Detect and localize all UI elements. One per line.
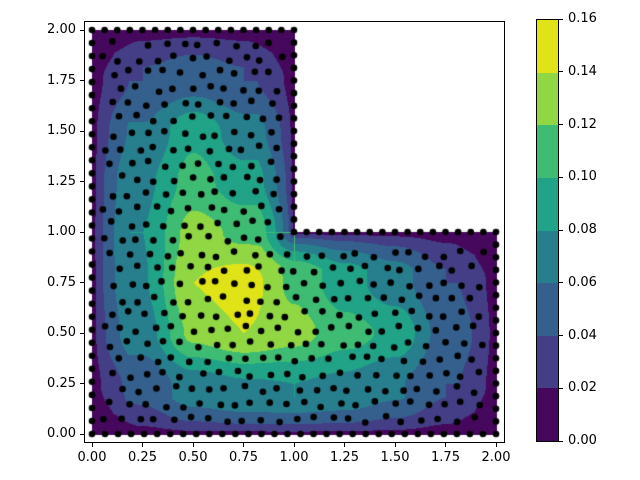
y-axis-tick-label: 0.25 [47,375,76,391]
x-tick-mark [142,443,143,447]
y-tick-mark [80,181,84,182]
y-axis-tick-label: 0.75 [47,274,76,290]
colorbar-segment [537,72,558,126]
y-axis-tick-label: 1.25 [47,173,76,189]
x-tick-mark [495,443,497,447]
colorbar-tick-label: 0.12 [568,116,597,132]
x-tick-mark [91,443,93,447]
x-axis-tick-label: 0.50 [178,450,208,465]
colorbar-tick-label: 0.16 [568,11,597,26]
y-tick-mark [80,80,84,81]
colorbar-segment [537,125,558,178]
colorbar-tick-mark [559,282,563,284]
x-tick-mark [243,443,244,447]
y-axis-tick-label: 0.50 [47,325,76,340]
y-axis-tick-label: 1.50 [47,123,76,138]
x-axis-tick-label: 1.75 [431,450,460,465]
colorbar-tick-mark [559,335,563,336]
colorbar-tick-label: 0.10 [568,169,597,185]
colorbar-tick-mark [559,387,563,389]
colorbar-tick-mark [559,71,563,73]
x-tick-mark [445,443,446,447]
colorbar-segment [537,20,558,73]
colorbar-tick-label: 0.08 [568,222,597,237]
colorbar-tick-mark [559,176,563,178]
y-axis-tick-label: 1.00 [47,224,76,239]
colorbar-segment [537,283,558,336]
x-axis-tick-label: 1.50 [380,450,410,465]
x-axis-tick-label: 1.25 [330,450,359,465]
colorbar-segment [537,335,558,389]
y-tick-mark [80,29,84,31]
x-axis-tick-label: 0.00 [77,450,107,465]
x-tick-mark [344,443,345,447]
plot-canvas [84,21,505,443]
colorbar-tick-label: 0.04 [568,327,597,343]
x-axis-tick-label: 0.25 [128,450,157,465]
colorbar-tick-mark [559,124,563,125]
colorbar-tick-mark [559,440,563,442]
colorbar-segment [537,177,558,231]
y-tick-mark [80,433,84,435]
x-axis-tick-label: 0.75 [229,450,258,465]
x-tick-mark [293,443,295,447]
y-tick-mark [80,383,84,384]
x-axis-tick-label: 2.00 [481,450,511,465]
colorbar-tick-mark [559,18,563,20]
y-axis-tick-label: 1.75 [47,72,76,88]
colorbar-tick-label: 0.14 [568,63,597,79]
y-axis-tick-label: 2.00 [47,22,76,37]
x-tick-mark [192,443,194,447]
y-tick-mark [80,282,84,283]
x-tick-mark [394,443,396,447]
y-tick-mark [80,332,84,334]
colorbar-tick-label: 0.02 [568,380,597,396]
colorbar-tick-mark [559,229,563,231]
y-tick-mark [80,231,84,233]
y-tick-mark [80,130,84,132]
colorbar [536,19,559,442]
colorbar-segment [537,388,558,441]
y-axis-tick-label: 0.00 [47,426,76,441]
colorbar-tick-label: 0.06 [568,274,597,290]
x-axis-tick-label: 1.00 [279,450,309,465]
colorbar-tick-label: 0.00 [568,433,597,448]
colorbar-segment [537,230,558,284]
